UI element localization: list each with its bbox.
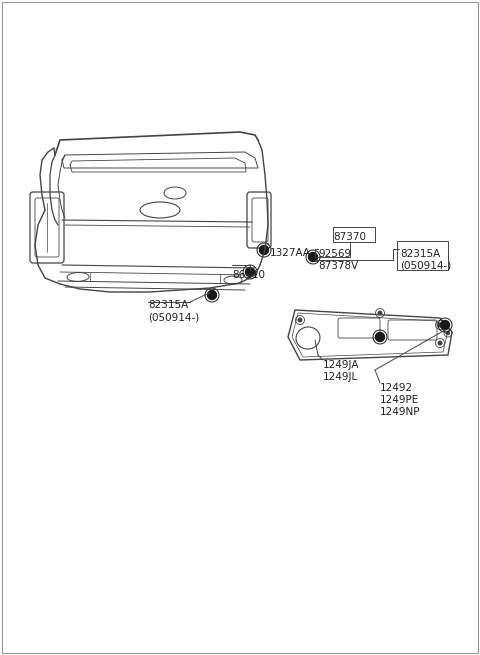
Circle shape bbox=[446, 331, 449, 335]
Text: 1249JL: 1249JL bbox=[323, 372, 358, 382]
Text: 1249PE: 1249PE bbox=[380, 395, 419, 405]
Text: 1249NP: 1249NP bbox=[380, 407, 420, 417]
Circle shape bbox=[375, 333, 384, 341]
Text: (050914-): (050914-) bbox=[148, 312, 199, 322]
Circle shape bbox=[245, 267, 254, 276]
Text: 12492: 12492 bbox=[380, 383, 413, 393]
Text: 87370: 87370 bbox=[333, 232, 366, 242]
Circle shape bbox=[378, 311, 382, 315]
Bar bbox=[397, 241, 448, 270]
Circle shape bbox=[309, 252, 317, 261]
Text: 1249JA: 1249JA bbox=[323, 360, 360, 370]
Text: 92569: 92569 bbox=[318, 249, 351, 259]
Text: 82315A: 82315A bbox=[148, 300, 188, 310]
Circle shape bbox=[438, 341, 442, 345]
Text: 87378V: 87378V bbox=[318, 261, 358, 271]
Text: 1327AA: 1327AA bbox=[270, 248, 311, 258]
Circle shape bbox=[441, 320, 449, 329]
Circle shape bbox=[298, 318, 302, 322]
Bar bbox=[333, 227, 375, 242]
Circle shape bbox=[260, 246, 268, 255]
Circle shape bbox=[438, 323, 442, 327]
Circle shape bbox=[207, 291, 216, 299]
Text: 82315A: 82315A bbox=[400, 249, 440, 259]
Text: (050914-): (050914-) bbox=[400, 261, 451, 271]
Text: 86910: 86910 bbox=[232, 270, 265, 280]
